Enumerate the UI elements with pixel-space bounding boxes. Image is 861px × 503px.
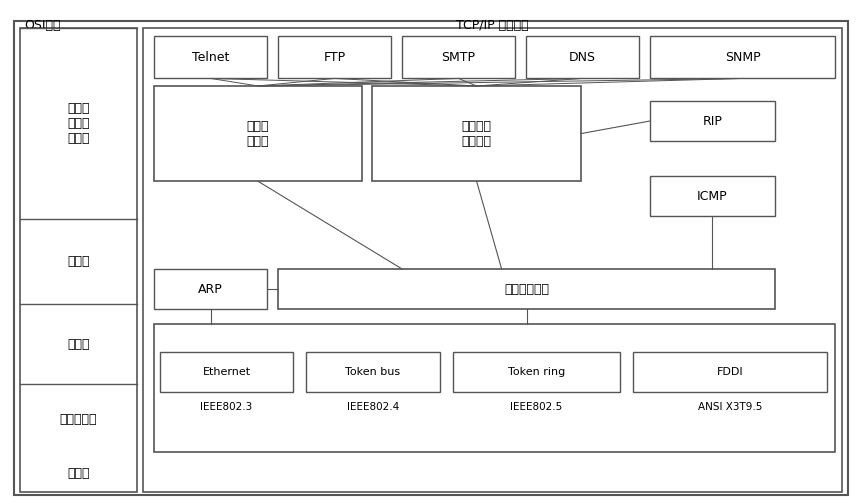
Text: 应用层
表示层
会话层: 应用层 表示层 会话层 xyxy=(67,102,90,145)
Text: 数据链路层: 数据链路层 xyxy=(59,413,96,426)
Text: 网际互联协议: 网际互联协议 xyxy=(504,283,548,296)
Bar xyxy=(154,324,834,452)
Bar xyxy=(277,269,774,309)
Text: DNS: DNS xyxy=(568,51,595,63)
Bar xyxy=(649,101,774,141)
Text: OSI模型: OSI模型 xyxy=(24,19,60,32)
Text: Telnet: Telnet xyxy=(192,51,229,63)
Text: 网络层: 网络层 xyxy=(67,338,90,351)
Bar xyxy=(633,352,826,392)
Text: IEEE802.5: IEEE802.5 xyxy=(510,402,562,412)
Text: Token ring: Token ring xyxy=(507,367,565,377)
Text: SNMP: SNMP xyxy=(724,51,759,63)
Bar xyxy=(649,36,834,78)
Text: IEEE802.4: IEEE802.4 xyxy=(346,402,399,412)
Bar xyxy=(306,352,439,392)
Text: Ethernet: Ethernet xyxy=(202,367,251,377)
Bar xyxy=(154,36,267,78)
Text: ICMP: ICMP xyxy=(697,190,727,203)
Text: RIP: RIP xyxy=(702,115,722,128)
Bar xyxy=(154,86,362,181)
Text: FDDI: FDDI xyxy=(715,367,742,377)
Bar xyxy=(277,36,391,78)
Text: 传输层: 传输层 xyxy=(67,255,90,268)
Text: FTP: FTP xyxy=(323,51,345,63)
Text: 传输控
制协议: 传输控 制协议 xyxy=(246,120,269,147)
Bar xyxy=(143,28,841,492)
Bar xyxy=(401,36,515,78)
Text: 用户数据
报文协议: 用户数据 报文协议 xyxy=(461,120,491,147)
Bar xyxy=(154,269,267,309)
Text: TCP/IP 结构模型: TCP/IP 结构模型 xyxy=(455,19,529,32)
Bar xyxy=(372,86,580,181)
Bar xyxy=(649,176,774,216)
Bar xyxy=(452,352,620,392)
Text: 物理层: 物理层 xyxy=(67,467,90,480)
Bar xyxy=(160,352,293,392)
Bar xyxy=(20,28,137,492)
Text: IEEE802.3: IEEE802.3 xyxy=(201,402,252,412)
Text: ANSI X3T9.5: ANSI X3T9.5 xyxy=(697,402,761,412)
Text: Token bus: Token bus xyxy=(345,367,400,377)
Bar xyxy=(525,36,639,78)
Text: SMTP: SMTP xyxy=(441,51,475,63)
Text: ARP: ARP xyxy=(198,283,223,296)
